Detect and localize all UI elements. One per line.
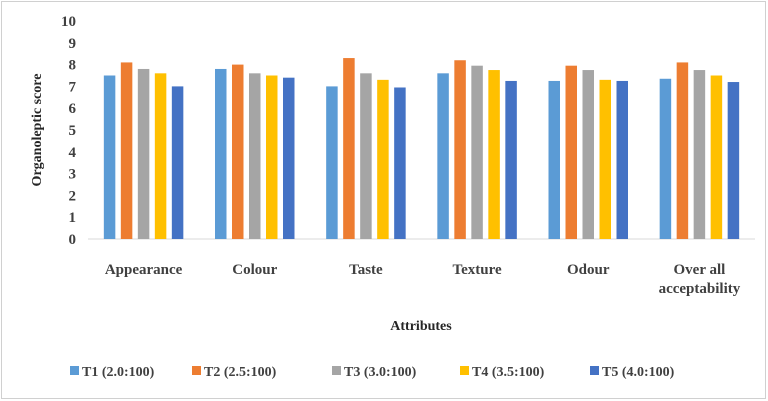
bar <box>326 86 338 240</box>
bar <box>266 75 278 239</box>
legend-label: T4 (3.5:100) <box>472 365 545 380</box>
bar <box>471 65 483 239</box>
bar <box>488 70 500 239</box>
legend-swatch <box>332 366 341 375</box>
x-tick-label: Odour <box>567 262 610 278</box>
bar <box>582 70 594 239</box>
bar <box>394 87 406 240</box>
legend-swatch <box>590 366 599 375</box>
bar <box>283 77 295 240</box>
legend-label: T5 (4.0:100) <box>602 365 675 380</box>
bar <box>437 73 449 239</box>
legend-label: T2 (2.5:100) <box>204 365 277 380</box>
x-tick-label: Texture <box>452 262 502 278</box>
x-tick-label: Taste <box>349 262 383 278</box>
y-tick-label: 3 <box>69 167 77 183</box>
bar <box>377 79 389 239</box>
y-tick-label: 2 <box>69 188 77 204</box>
x-tick-label: Over all <box>674 262 726 278</box>
bar <box>616 80 628 239</box>
bar <box>343 58 355 240</box>
bar <box>360 73 372 239</box>
bar <box>137 68 150 240</box>
bar <box>120 62 133 239</box>
y-tick-label: 7 <box>69 79 77 95</box>
legend: T1 (2.0:100) T2 (2.5:100) T3 (3.0:100) T4 (… <box>70 365 675 380</box>
bar <box>548 80 560 239</box>
bar <box>599 79 611 239</box>
legend-label: T3 (3.0:100) <box>344 365 417 380</box>
y-tick-label: 9 <box>69 36 77 52</box>
y-tick-label: 10 <box>61 14 76 30</box>
x-tick-label: Appearance <box>105 262 183 278</box>
y-tick-label: 0 <box>69 232 77 248</box>
legend-swatch <box>70 366 79 375</box>
y-tick-label: 5 <box>69 123 77 139</box>
bar <box>154 73 167 239</box>
bar <box>249 73 261 239</box>
bar <box>505 80 517 239</box>
legend-label: T1 (2.0:100) <box>82 365 155 380</box>
bar <box>232 64 244 239</box>
x-tick-label: Colour <box>232 262 277 278</box>
bar <box>710 75 723 239</box>
bar <box>676 62 689 239</box>
x-axis-title: Attributes <box>390 319 452 334</box>
bars <box>103 58 740 240</box>
bar <box>565 65 577 239</box>
bar <box>693 70 706 239</box>
bar <box>659 78 672 240</box>
bar <box>171 86 184 240</box>
bar <box>215 68 227 240</box>
bar <box>454 60 466 239</box>
y-tick-label: 4 <box>69 145 77 161</box>
bar <box>103 75 116 239</box>
y-tick-label: 1 <box>69 210 77 226</box>
bar <box>727 82 740 239</box>
y-axis-title: Organoleptic score <box>30 74 45 187</box>
category-labels: Appearance Colour Taste Texture Odour Over al… <box>105 262 741 297</box>
y-axis-ticks: 0 1 2 3 4 5 6 7 8 9 10 <box>61 14 77 248</box>
x-tick-label: acceptability <box>659 281 741 297</box>
y-tick-label: 6 <box>69 101 77 117</box>
legend-swatch <box>192 366 201 375</box>
y-tick-label: 8 <box>69 58 77 74</box>
legend-swatch <box>460 366 469 375</box>
